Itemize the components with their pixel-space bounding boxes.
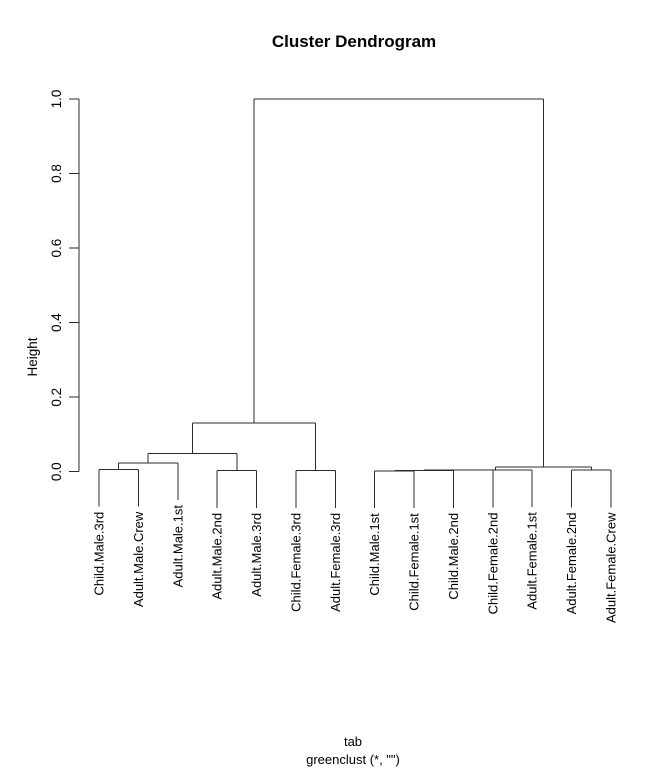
y-tick-label: 0.0 [49,462,64,481]
chart-title: Cluster Dendrogram [272,32,436,51]
y-tick-label: 0.8 [49,164,64,183]
leaf-label: Child.Male.1st [367,513,382,596]
leaf-label: Adult.Male.3rd [249,513,264,597]
dendrogram-tree [98,98,612,509]
y-tick-label: 0.4 [49,313,64,332]
leaf-label: Adult.Female.2nd [564,513,579,615]
leaf-label: Adult.Male.Crew [131,511,146,607]
leaf-label: Adult.Female.3rd [328,513,343,612]
leaf-label: Adult.Female.1st [525,512,540,610]
y-axis-label: Height [25,337,40,376]
leaf-label: Child.Female.1st [407,513,422,611]
y-axis: 0.0 0.2 0.4 0.6 0.8 1.0 [49,90,80,481]
x-caption-line2: greenclust (*, "") [306,752,400,767]
leaf-label: Child.Male.2nd [446,513,461,600]
y-tick-label: 1.0 [49,90,64,109]
leaf-label: Adult.Male.1st [170,505,185,588]
leaf-label: Child.Female.2nd [485,513,500,615]
leaf-label: Child.Male.3rd [92,512,107,596]
y-tick-label: 0.6 [49,239,64,258]
x-caption-line1: tab [344,734,362,749]
leaf-label: Child.Female.3rd [288,513,303,612]
leaf-label: Adult.Female.Crew [604,512,619,623]
leaf-label: Adult.Male.2nd [210,513,225,600]
leaf-labels: Child.Male.3rd Adult.Male.Crew Adult.Male.… [92,505,619,623]
y-tick-label: 0.2 [49,388,64,407]
